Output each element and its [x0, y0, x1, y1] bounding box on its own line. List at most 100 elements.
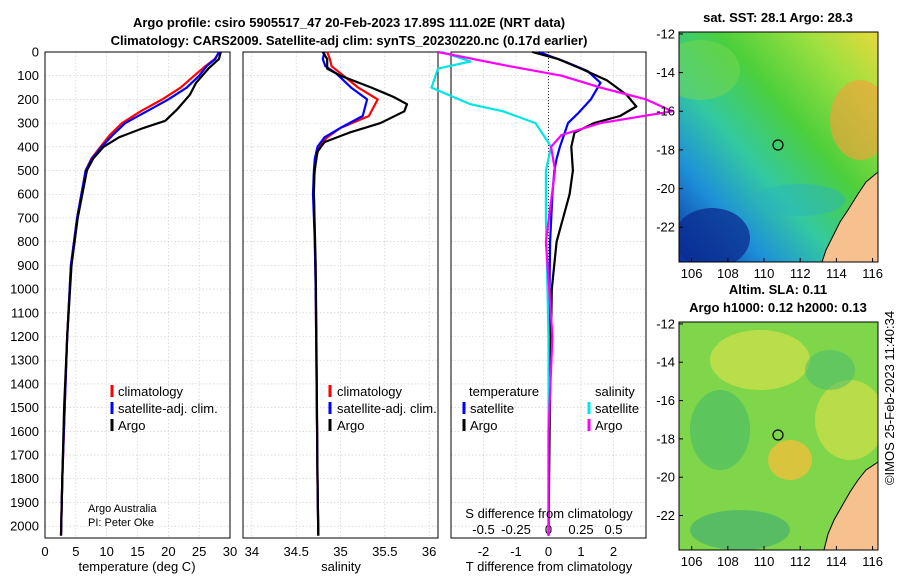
map-lat-label: -14: [656, 355, 675, 370]
temperature-legend-argo: Argo: [118, 418, 145, 433]
temperature-legend-satellite: satellite-adj. clim.: [118, 401, 218, 416]
temperature-legend-climatology: climatology: [118, 384, 184, 399]
depth-tick-label: 700: [17, 210, 39, 225]
panel-2-series: [430, 50, 674, 536]
depth-tick-label: 600: [17, 187, 39, 202]
map-lon-label: 116: [862, 266, 883, 281]
diff-xlabel: T difference from climatology: [466, 559, 633, 574]
depth-tick-label: 1500: [10, 400, 39, 415]
map-lat-label: -16: [656, 393, 675, 408]
series-argo: [59, 51, 222, 536]
sst-green-patch: [679, 40, 740, 100]
x2-tick-label: -0.25: [501, 522, 531, 537]
series-t-satellite: [538, 50, 602, 536]
x-tick-label: 5: [72, 544, 79, 559]
map-lat-label: -18: [656, 431, 675, 446]
map-lon-label: 116: [862, 554, 883, 569]
map-lon-label: 106: [681, 554, 703, 569]
sla-map: Altim. SLA: 0.11 Argo h1000: 0.12 h2000:…: [656, 282, 883, 569]
depth-tick-label: 1600: [10, 424, 39, 439]
sst-cold-patch: [679, 208, 750, 262]
depth-tick-label: 1700: [10, 448, 39, 463]
sla-orange-spot: [768, 440, 812, 480]
depth-tick-label: 0: [32, 45, 39, 60]
x-tick-label: 20: [161, 544, 175, 559]
x-tick-label: 30: [223, 544, 237, 559]
sla-map-frame: [678, 321, 879, 551]
panel-2-frame: [450, 51, 647, 539]
sla-yellow-north: [710, 330, 810, 390]
x2-tick-label: 0.25: [568, 522, 593, 537]
depth-tick-label: 1900: [10, 495, 39, 510]
sst-map-frame: [678, 31, 879, 263]
panel-0-axes: 0100200300400500600700800900100011001200…: [10, 45, 237, 560]
sla-land: [823, 461, 878, 550]
temperature-panel: 0100200300400500600700800900100011001200…: [10, 45, 237, 575]
map-lat-label: -22: [656, 508, 675, 523]
depth-tick-label: 1100: [11, 305, 39, 320]
salinity-legend-climatology: climatology: [337, 384, 403, 399]
diff-legend-t-argo: Argo: [470, 418, 497, 433]
imos-stamp: ©IMOS 25-Feb-2023 11:40:34: [882, 311, 897, 485]
x-tick-label: 2: [610, 544, 617, 559]
sst-warm-patch: [830, 80, 878, 160]
map-lon-label: 114: [826, 554, 847, 569]
sst-land: [821, 171, 878, 262]
x-tick-label: 35.5: [372, 544, 397, 559]
depth-tick-label: 400: [17, 139, 39, 154]
salinity-xlabel: salinity: [321, 559, 361, 574]
diff-legend-s-satellite: satellite: [595, 401, 639, 416]
x-tick-label: 15: [130, 544, 144, 559]
diff-legend-temperature-title: temperature: [469, 384, 539, 399]
depth-tick-label: 800: [17, 234, 39, 249]
map-lat-label: -22: [656, 220, 675, 235]
map-lon-label: 108: [717, 266, 739, 281]
map-lon-label: 108: [717, 554, 739, 569]
temperature-xlabel: temperature (deg C): [78, 559, 195, 574]
x-tick-label: 0: [545, 544, 552, 559]
panel-1-frame: [242, 51, 439, 539]
map-lat-label: -20: [656, 470, 675, 485]
map-lat-label: -14: [656, 65, 675, 80]
sst-map-title: sat. SST: 28.1 Argo: 28.3: [703, 10, 853, 25]
x-tick-label: 34.5: [284, 544, 309, 559]
credit-line2: PI: Peter Oke: [88, 517, 154, 529]
series-argo: [312, 51, 409, 536]
map-lat-label: -20: [656, 181, 675, 196]
sla-yellow-east: [815, 380, 878, 460]
depth-tick-label: 1300: [10, 353, 39, 368]
panel-0-frame: [44, 51, 231, 539]
depth-tick-label: 300: [17, 116, 39, 131]
map-lon-label: 110: [754, 266, 775, 281]
x-tick-label: 1: [577, 544, 584, 559]
map-lat-label: -16: [656, 104, 675, 119]
panel-1-axes: 34 34.5 35 35.5 36: [242, 51, 439, 559]
diff-legend-s-argo: Argo: [595, 418, 622, 433]
panel-1-series: [311, 51, 409, 536]
salinity-legend-argo: Argo: [337, 418, 364, 433]
x-tick-label: 25: [192, 544, 206, 559]
map-lat-label: -18: [656, 142, 675, 157]
diff-legend-salinity-title: salinity: [595, 384, 635, 399]
sla-green-low3: [805, 350, 855, 390]
x-tick-label: 35: [333, 544, 347, 559]
depth-tick-label: 2000: [10, 519, 39, 534]
x2-tick-label: 0.5: [604, 522, 622, 537]
depth-tick-label: 1800: [10, 471, 39, 486]
depth-tick-label: 900: [17, 258, 39, 273]
sst-cool-band: [755, 184, 845, 216]
sla-green-low1: [690, 390, 750, 470]
x2-tick-label: -0.5: [472, 522, 494, 537]
salinity-legend-satellite: satellite-adj. clim.: [337, 401, 437, 416]
diff-legend-t-satellite: satellite: [470, 401, 514, 416]
depth-tick-label: 1400: [10, 376, 39, 391]
map-lon-label: 112: [790, 266, 811, 281]
series-t-argo: [532, 50, 638, 536]
figure-title-line2: Climatology: CARS2009. Satellite-adj cli…: [111, 33, 588, 48]
x-tick-label: 0: [41, 544, 48, 559]
x-tick-label: 34: [245, 544, 259, 559]
diff-x2label: S difference from climatology: [465, 506, 633, 521]
map-lon-label: 106: [681, 266, 703, 281]
figure-title-line1: Argo profile: csiro 5905517_47 20-Feb-20…: [133, 15, 565, 30]
